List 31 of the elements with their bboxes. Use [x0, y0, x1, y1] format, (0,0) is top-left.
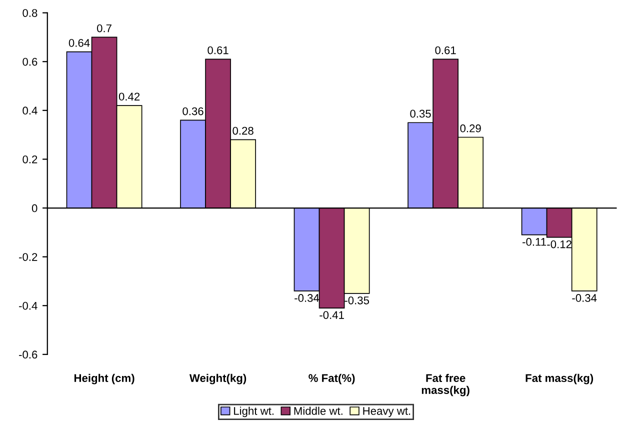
data-label: -0.12 — [547, 240, 572, 248]
legend-label: Light wt. — [234, 406, 274, 418]
legend-label: Heavy wt. — [363, 407, 410, 418]
x-tick-label: % Fat(%) — [308, 374, 355, 384]
data-label: 0.28 — [232, 126, 254, 135]
data-label: 0.42 — [118, 92, 140, 101]
data-label: -0.35 — [344, 296, 370, 304]
data-label: 0.61 — [208, 46, 228, 54]
data-label: 0.29 — [460, 124, 481, 132]
data-label: 0.7 — [96, 24, 112, 32]
y-tick-label: -0.6 — [19, 350, 38, 359]
data-label: 0.61 — [435, 46, 456, 54]
data-label: -0.34 — [572, 294, 597, 302]
y-tick-label: 0.4 — [22, 106, 38, 115]
data-label: 0.36 — [182, 107, 204, 116]
data-label: -0.11 — [522, 238, 546, 246]
y-tick-label: 0.2 — [22, 155, 38, 164]
y-tick-label: -0.4 — [19, 302, 38, 310]
data-label: 0.64 — [68, 39, 90, 47]
data-label: -0.41 — [320, 311, 344, 319]
y-tick-label: 0 — [32, 204, 38, 212]
x-tick-label: Height (cm) — [74, 374, 134, 384]
y-tick-label: 0.8 — [22, 9, 38, 17]
x-tick-label: Fat free mass(kg) — [422, 374, 470, 396]
x-tick-label: Fat mass(kg) — [526, 374, 594, 384]
y-tick-label: -0.2 — [19, 253, 38, 261]
x-tick-label: Weight(kg) — [189, 374, 246, 384]
data-label: 0.35 — [410, 110, 431, 118]
data-label: -0.34 — [294, 294, 320, 302]
y-tick-label: 0.6 — [22, 58, 38, 66]
legend-label: Middle wt. — [294, 406, 342, 415]
